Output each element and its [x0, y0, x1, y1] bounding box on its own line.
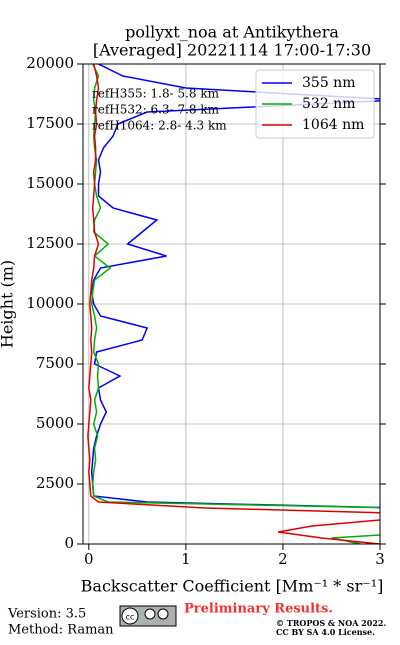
profile-line	[87, 64, 380, 544]
method: Method: Raman	[8, 623, 114, 638]
y-axis-label: Height (m)	[0, 260, 17, 348]
x-tick-label: 2	[278, 550, 288, 568]
profile-line	[90, 64, 380, 539]
x-tick-label: 0	[84, 550, 94, 568]
y-tick-label: 20000	[26, 54, 74, 72]
plot-area	[87, 64, 380, 544]
svg-text:cc: cc	[126, 613, 135, 622]
axes-frame	[82, 63, 381, 545]
status: Preliminary Results.	[184, 602, 333, 617]
y-tick-label: 15000	[26, 174, 74, 192]
legend-box	[255, 69, 375, 139]
y-tick-label: 17500	[26, 114, 74, 132]
legend-label: 1064 nm	[302, 117, 364, 133]
x-tick-label: 1	[181, 550, 191, 568]
x-axis-label: Backscatter Coefficient [Mm⁻¹ * sr⁻¹]	[81, 577, 384, 596]
y-tick-label: 12500	[26, 234, 74, 252]
y-tick-label: 0	[64, 534, 74, 552]
annotation: refH355: 1.8- 5.8 km	[92, 87, 220, 101]
y-tick-label: 5000	[36, 414, 74, 432]
chart-title: pollyxt_noa at Antikythera	[125, 23, 339, 42]
annotation: refH532: 6.3- 7.8 km	[92, 103, 220, 117]
legend-label: 532 nm	[302, 96, 355, 112]
version: Version: 3.5	[7, 607, 86, 622]
legend-label: 355 nm	[302, 75, 355, 91]
annotation: refH1064: 2.8- 4.3 km	[92, 119, 227, 133]
x-tick-label: 3	[375, 550, 385, 568]
y-tick-label: 10000	[26, 294, 74, 312]
y-tick-label: 7500	[36, 354, 74, 372]
cc-logo: cc	[119, 605, 177, 627]
chart-subtitle: [Averaged] 20221114 17:00-17:30	[93, 41, 371, 60]
copyright: © TROPOS & NOA 2022.	[276, 618, 386, 628]
license: CC BY SA 4.0 License.	[276, 627, 375, 637]
y-tick-label: 2500	[36, 474, 74, 492]
